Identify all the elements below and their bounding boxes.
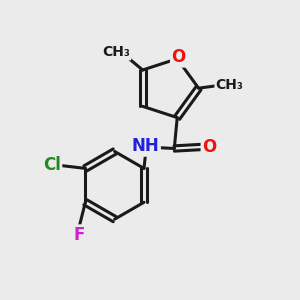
Text: O: O (202, 138, 216, 156)
Text: Cl: Cl (43, 157, 61, 175)
Text: NH: NH (132, 137, 160, 155)
Text: CH₃: CH₃ (102, 45, 130, 59)
Text: CH₃: CH₃ (216, 78, 243, 92)
Text: O: O (171, 48, 185, 66)
Text: F: F (74, 226, 85, 244)
